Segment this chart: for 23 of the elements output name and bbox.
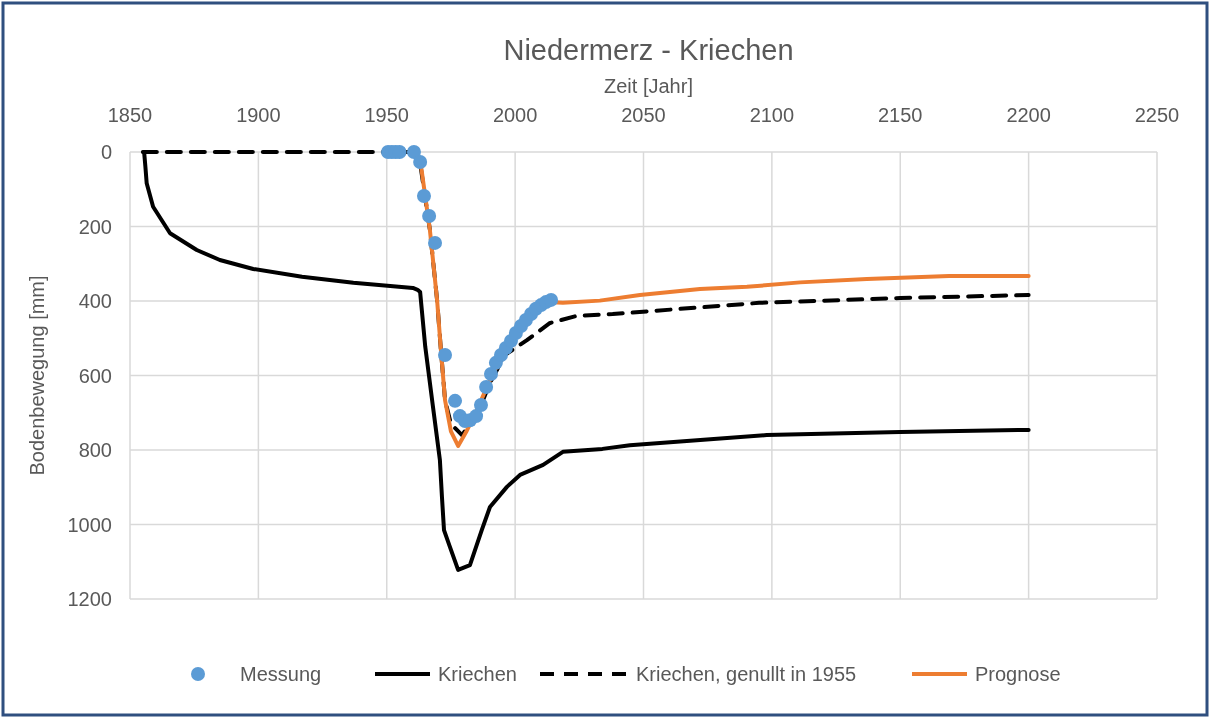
x-tick-label: 1850 <box>107 104 153 126</box>
y-tick-label: 0 <box>100 141 112 163</box>
y-tick-label: 600 <box>78 364 112 387</box>
x-tick-label: 1950 <box>364 104 409 126</box>
legend-label: Kriechen, genullt in 1955 <box>636 663 857 685</box>
y-tick-label: 400 <box>78 290 112 312</box>
legend-label: Kriechen <box>438 663 517 685</box>
chart-title: Niedermerz - Kriechen <box>503 34 794 66</box>
x-tick-label: 2000 <box>492 104 538 126</box>
legend-label: Prognose <box>975 663 1061 685</box>
y-tick-label: 200 <box>78 215 112 238</box>
x-tick-label: 1900 <box>236 104 281 126</box>
x-tick-label: 2200 <box>1006 104 1051 126</box>
x-tick-label: 2100 <box>749 104 795 126</box>
y-axis-title: Bodenbewegung [mm] <box>26 275 48 476</box>
x-axis-title: Zeit [Jahr] <box>604 75 693 97</box>
x-tick-label: 2150 <box>878 104 923 126</box>
y-tick-label: 800 <box>78 439 112 461</box>
x-tick-label: 2050 <box>621 104 666 126</box>
legend-label: Messung <box>240 663 322 685</box>
x-tick-label: 2250 <box>1134 104 1180 126</box>
y-tick-label: 1000 <box>67 513 112 536</box>
y-tick-label: 1200 <box>67 588 112 610</box>
